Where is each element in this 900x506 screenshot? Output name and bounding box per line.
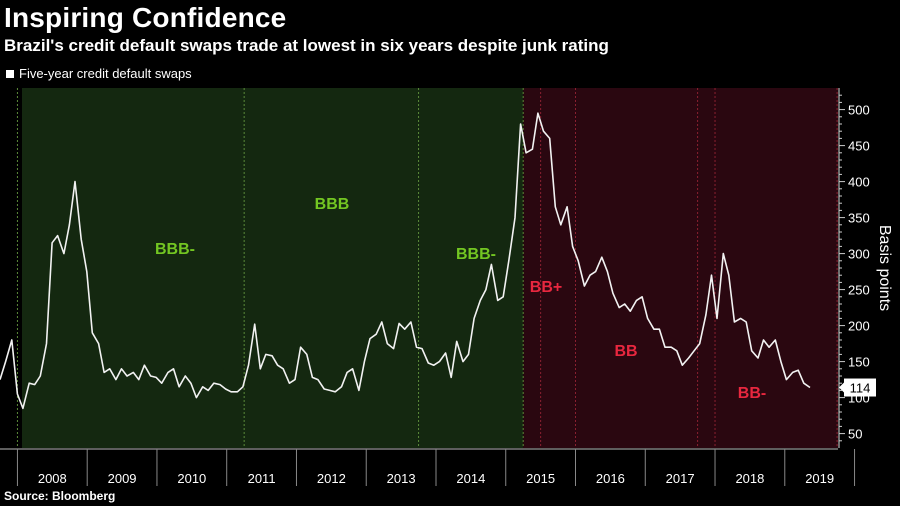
chart-title: Inspiring Confidence bbox=[4, 2, 287, 33]
y-tick-label: 300 bbox=[848, 247, 870, 262]
last-value-badge bbox=[844, 378, 876, 397]
cds-series-line bbox=[0, 112, 811, 410]
y-tick-label: 400 bbox=[848, 175, 870, 190]
rating-label: BBB- bbox=[456, 246, 496, 263]
x-tick-label: 2009 bbox=[108, 471, 137, 486]
legend: Five-year credit default swaps bbox=[6, 66, 192, 81]
y-axis-title: Basis points bbox=[876, 225, 893, 311]
rating-label: BBB- bbox=[155, 241, 195, 258]
y-tick-label: 150 bbox=[848, 355, 870, 370]
source-note: Source: Bloomberg bbox=[4, 489, 116, 503]
x-tick-label: 2012 bbox=[317, 471, 346, 486]
x-tick-label: 2010 bbox=[177, 471, 206, 486]
rating-label: BB bbox=[614, 343, 637, 360]
investment-grade-region bbox=[22, 88, 524, 448]
y-tick-label: 200 bbox=[848, 319, 870, 334]
rating-label: BB+ bbox=[530, 279, 562, 296]
x-tick-label: 2016 bbox=[596, 471, 625, 486]
x-tick-label: 2017 bbox=[666, 471, 695, 486]
x-tick-label: 2013 bbox=[387, 471, 416, 486]
y-tick-label: 50 bbox=[848, 427, 862, 442]
rating-label: BB- bbox=[738, 385, 766, 402]
x-tick-label: 2015 bbox=[526, 471, 555, 486]
last-value-pointer bbox=[839, 382, 844, 393]
x-tick-label: 2008 bbox=[38, 471, 67, 486]
junk-grade-region bbox=[523, 88, 838, 448]
legend-label: Five-year credit default swaps bbox=[19, 66, 192, 81]
x-tick-label: 2018 bbox=[735, 471, 764, 486]
legend-swatch bbox=[6, 69, 14, 78]
y-tick-label: 500 bbox=[848, 103, 870, 118]
y-tick-label: 350 bbox=[848, 211, 870, 226]
last-value-label: 114 bbox=[850, 381, 871, 396]
x-tick-label: 2011 bbox=[248, 471, 276, 486]
y-tick-label: 250 bbox=[848, 283, 870, 298]
x-tick-label: 2014 bbox=[456, 471, 485, 486]
chart-subtitle: Brazil's credit default swaps trade at l… bbox=[4, 36, 609, 55]
y-tick-label: 450 bbox=[848, 139, 870, 154]
x-tick-label: 2019 bbox=[805, 471, 834, 486]
rating-label: BBB bbox=[315, 196, 350, 213]
